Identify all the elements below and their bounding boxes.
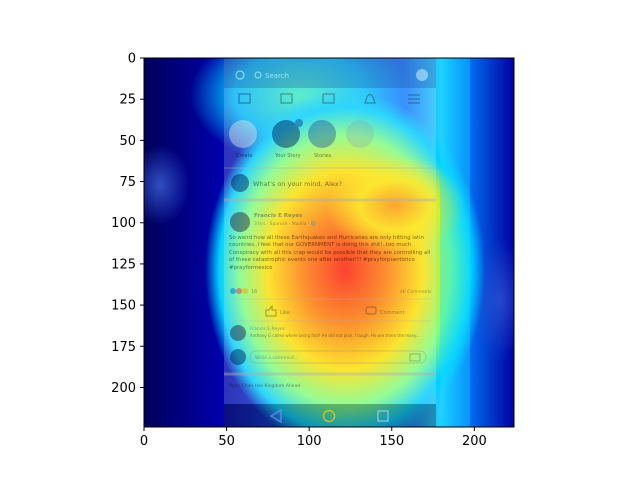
android-nav-bar	[224, 404, 436, 427]
comment-label: Comment	[380, 310, 405, 316]
post-body: So weird how all these Earthquakes and H…	[229, 235, 431, 271]
y-tick-label: 75	[119, 175, 136, 190]
love-reaction-icon	[236, 288, 242, 294]
search-icon	[254, 71, 262, 79]
video-icon	[280, 93, 293, 104]
like-reaction-icon	[230, 288, 236, 294]
y-tick-label: 0	[128, 52, 136, 67]
y-tick-label: 125	[111, 257, 136, 272]
camera-icon	[409, 353, 421, 362]
your-story-avatar	[272, 120, 300, 148]
y-tick-label: 200	[111, 381, 136, 396]
heatmap-area: Search Create Your Story Stories	[144, 58, 514, 427]
comment-text: Anthony G calms where being fool! He did…	[250, 333, 420, 338]
reaction-count: 16	[251, 289, 257, 295]
menu-icon	[408, 94, 420, 104]
comment-thread: Francis E Reyes Anthony G calms where be…	[224, 325, 436, 389]
next-post-header: Ryan Chan Has Kingdom Ahead	[229, 383, 300, 389]
comment-icon	[365, 306, 377, 315]
story-avatar	[346, 120, 374, 148]
user-avatar	[230, 349, 246, 365]
comment-author: Francis E Reyes	[250, 326, 286, 332]
back-icon	[269, 408, 282, 424]
y-tick-label: 175	[111, 340, 136, 355]
messenger-icon	[416, 69, 428, 81]
story-label: Create	[236, 153, 253, 159]
y-tick-label: 150	[111, 299, 136, 314]
like-label: Like	[280, 310, 290, 316]
feed-post: Francis E Reyes 3 hrs · Spanish · Manila…	[229, 212, 432, 322]
recents-icon	[377, 410, 389, 422]
y-axis: 0 25 50 75 100 125 150 175 200	[111, 52, 144, 396]
x-tick-label: 0	[140, 434, 148, 449]
composer-prompt: What's on your mind, Alex?	[253, 180, 342, 188]
search-bar: Search	[235, 69, 428, 81]
x-tick-label: 150	[379, 434, 404, 449]
story-label: Your Story	[274, 153, 301, 159]
y-tick-label: 100	[111, 216, 136, 231]
comment-input	[249, 350, 427, 364]
marketplace-icon	[322, 93, 335, 104]
news-feed-icon	[238, 93, 251, 104]
comment-count: 46 Comments	[400, 289, 432, 295]
post-meta: 3 hrs · Spanish · Manila · 🌐	[254, 220, 317, 227]
x-tick-label: 100	[297, 434, 322, 449]
search-placeholder: Search	[265, 72, 289, 80]
create-story-icon	[229, 120, 257, 148]
axes-frame	[143, 57, 515, 428]
like-icon	[265, 304, 277, 317]
y-tick-label: 25	[119, 93, 136, 108]
x-tick-label: 200	[462, 434, 487, 449]
android-nav-buttons	[269, 408, 389, 424]
post-author-avatar	[230, 212, 250, 232]
commenter-avatar	[230, 325, 246, 341]
stories-row: Create Your Story Stories	[229, 119, 374, 159]
phone-screenshot: Search Create Your Story Stories	[224, 58, 436, 427]
post-author: Francis E Reyes	[254, 213, 303, 219]
haha-reaction-icon	[242, 288, 248, 294]
comment-placeholder: Write a comment...	[255, 355, 298, 361]
composer: What's on your mind, Alex?	[224, 167, 436, 202]
story-label: Stories	[314, 153, 332, 159]
user-avatar	[231, 174, 249, 192]
home-icon	[322, 409, 336, 423]
y-tick-label: 50	[119, 134, 136, 149]
nav-icons	[238, 93, 420, 104]
notifications-icon	[364, 93, 376, 104]
x-axis: 0 50 100 150 200	[140, 427, 487, 449]
story-avatar	[308, 120, 336, 148]
x-tick-label: 50	[218, 434, 235, 449]
camera-icon	[235, 70, 245, 80]
post-body-wrap: So weird how all these Earthquakes and H…	[229, 235, 431, 271]
add-story-icon	[295, 119, 303, 127]
